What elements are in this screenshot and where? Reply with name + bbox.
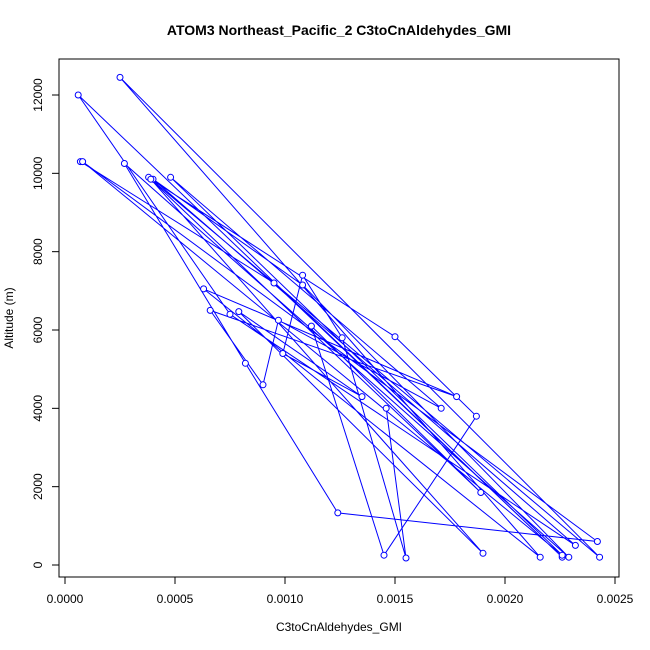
data-point <box>391 333 399 341</box>
y-tick-label: 2000 <box>31 473 45 500</box>
data-point <box>235 308 243 316</box>
y-tick-label: 6000 <box>31 316 45 343</box>
data-point <box>382 404 390 412</box>
data-point <box>307 322 315 330</box>
data-point <box>299 271 307 279</box>
data-point <box>241 359 249 367</box>
data-point <box>479 549 487 557</box>
data-point <box>536 553 544 561</box>
x-axis: 0.0000 0.0005 0.0010 0.0015 0.0020 0.0025 <box>47 576 634 606</box>
chart-title: ATOM3 Northeast_Pacific_2 C3toCnAldehyde… <box>167 22 511 38</box>
series-line <box>77 77 600 559</box>
data-point <box>274 316 282 324</box>
data-point <box>571 541 579 549</box>
x-axis-label: C3toCnAldehydes_GMI <box>276 620 402 634</box>
x-tick-label: 0.0020 <box>487 592 524 606</box>
x-tick-label: 0.0010 <box>267 592 304 606</box>
data-point <box>299 281 307 289</box>
x-tick-label: 0.0025 <box>597 592 634 606</box>
data-point <box>334 509 342 517</box>
y-tick-label: 8000 <box>31 238 45 265</box>
y-tick-label: 12000 <box>31 78 45 112</box>
data-point <box>596 553 604 561</box>
data-point <box>338 334 346 342</box>
data-point <box>472 412 480 420</box>
data-point <box>380 551 388 559</box>
data-point <box>565 553 573 561</box>
data-point <box>226 310 234 318</box>
data-point <box>206 306 214 314</box>
data-point <box>259 381 267 389</box>
data-point <box>147 175 155 183</box>
data-point <box>477 489 485 496</box>
data-point <box>270 279 278 287</box>
data-point <box>167 173 175 181</box>
data-point <box>279 350 287 357</box>
data-point <box>79 158 87 166</box>
data-point <box>200 285 208 293</box>
data-point <box>120 160 128 167</box>
y-tick-label: 4000 <box>31 395 45 422</box>
x-tick-label: 0.0000 <box>47 592 84 606</box>
y-axis-label: Altitude (m) <box>2 287 16 348</box>
data-point <box>74 91 82 99</box>
data-point <box>358 393 366 401</box>
data-point <box>593 538 601 545</box>
y-tick-label: 0 <box>31 561 45 568</box>
data-point <box>116 73 124 81</box>
data-point <box>453 393 461 401</box>
series-group <box>74 73 604 562</box>
x-tick-label: 0.0015 <box>377 592 414 606</box>
y-axis: 0 2000 4000 6000 8000 10000 12000 <box>31 78 60 568</box>
data-point <box>402 554 410 562</box>
x-tick-label: 0.0005 <box>157 592 194 606</box>
data-point <box>437 404 445 412</box>
data-point <box>558 551 566 559</box>
y-tick-label: 10000 <box>31 156 45 190</box>
